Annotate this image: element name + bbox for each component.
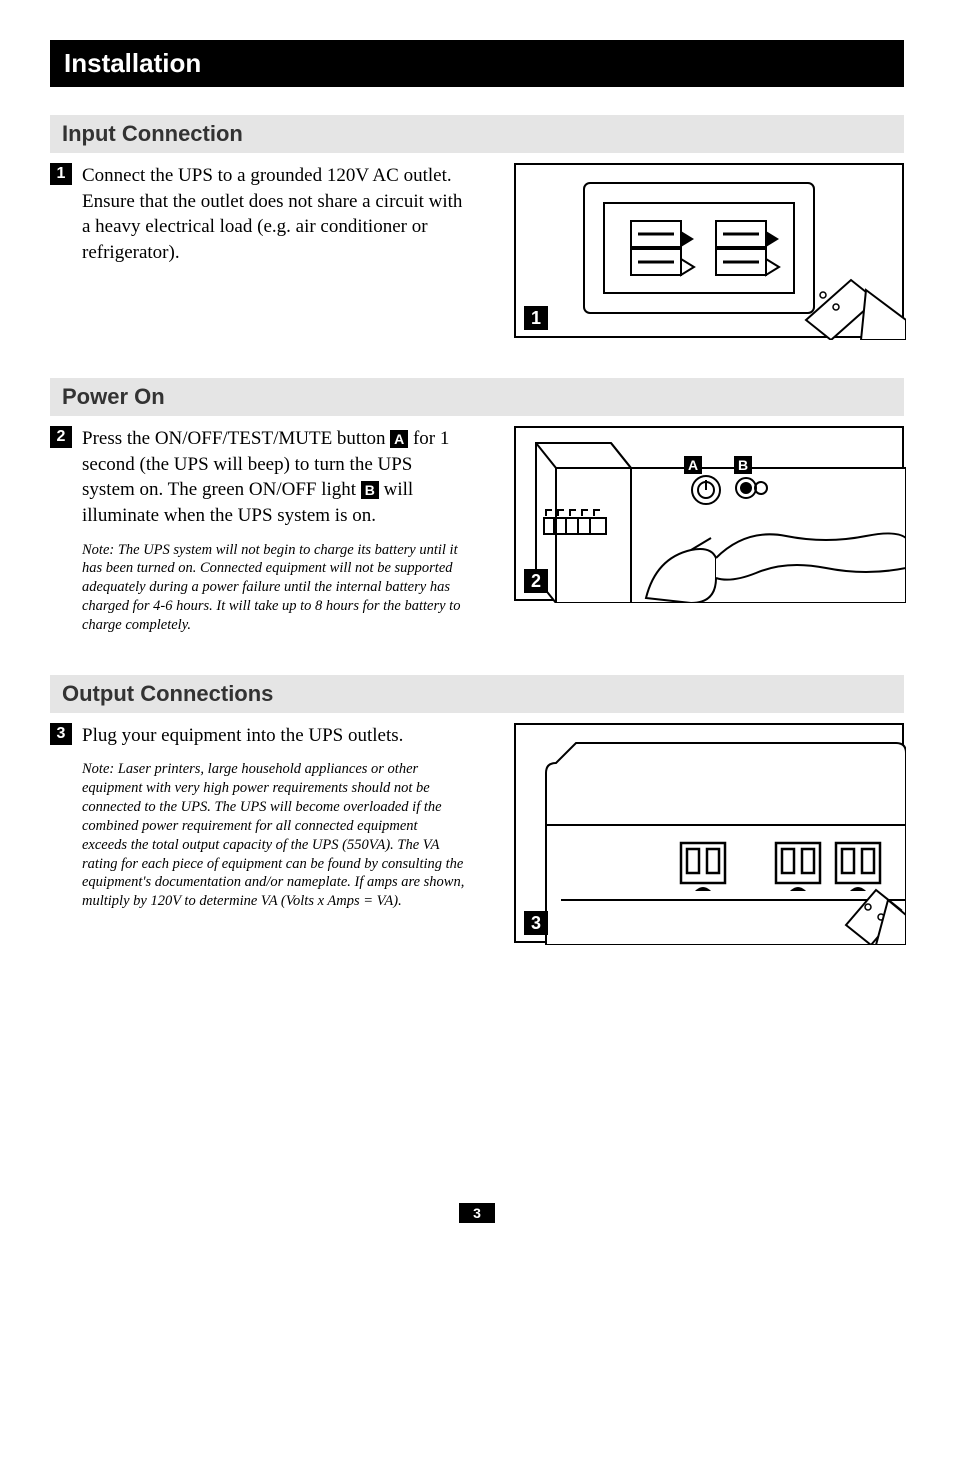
marker-a-illus: A	[684, 456, 702, 474]
illustration-label-3: 3	[524, 911, 548, 935]
illustration-1: 1	[514, 163, 904, 338]
note-output: Note: Laser printers, large household ap…	[82, 760, 465, 911]
page-footer: 3	[50, 1203, 904, 1223]
step-number-1: 1	[50, 163, 72, 185]
marker-b-illus: B	[734, 456, 752, 474]
illustration-3: 3	[514, 723, 904, 943]
body-text-input: Connect the UPS to a grounded 120V AC ou…	[82, 163, 465, 266]
section-heading-output: Output Connections	[50, 675, 904, 713]
ups-front-diagram-icon	[516, 428, 906, 603]
step-number-3: 3	[50, 723, 72, 745]
body-text-power: Press the ON/OFF/TEST/MUTE button A for …	[82, 426, 465, 529]
main-heading: Installation	[50, 40, 904, 87]
illustration-label-2: 2	[524, 569, 548, 593]
section-heading-power: Power On	[50, 378, 904, 416]
illustration-2: A B 2	[514, 426, 904, 601]
ups-rear-diagram-icon	[516, 725, 906, 945]
outlet-diagram-icon	[516, 165, 906, 340]
section-output: Output Connections 3 Plug your equipment…	[50, 675, 904, 943]
section-power: Power On 2 Press the ON/OFF/TEST/MUTE bu…	[50, 378, 904, 635]
body-text-output: Plug your equipment into the UPS outlets…	[82, 723, 465, 749]
section-heading-input: Input Connection	[50, 115, 904, 153]
body-pre: Press the ON/OFF/TEST/MUTE button	[82, 428, 390, 449]
page-number: 3	[459, 1203, 495, 1223]
step-number-2: 2	[50, 426, 72, 448]
note-power: Note: The UPS system will not begin to c…	[82, 541, 465, 635]
marker-b-inline: B	[361, 481, 379, 499]
section-input: Input Connection 1 Connect the UPS to a …	[50, 115, 904, 338]
marker-a-inline: A	[390, 430, 408, 448]
illustration-label-1: 1	[524, 306, 548, 330]
